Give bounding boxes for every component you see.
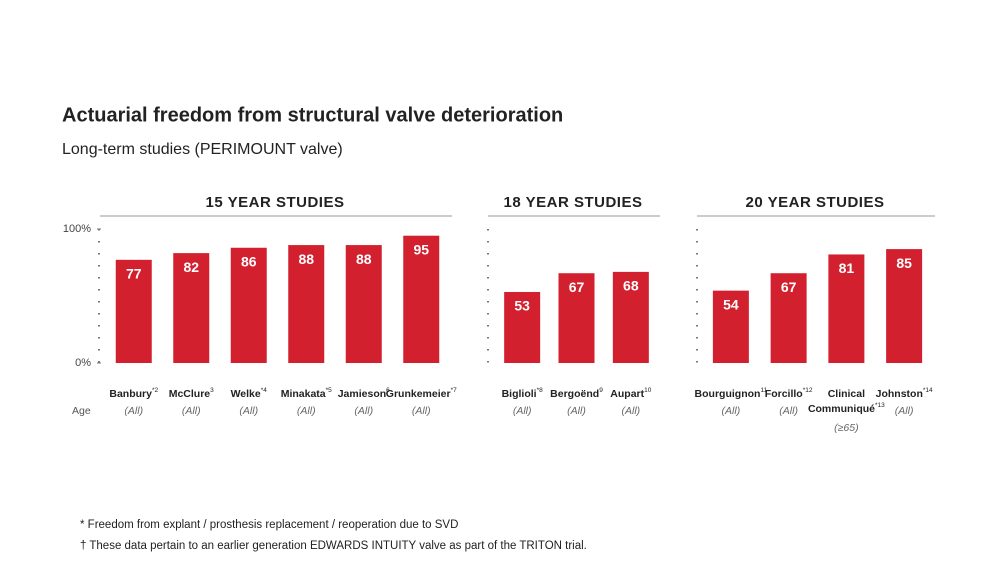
panel-title: 15 YEAR STUDIES xyxy=(206,194,345,211)
bar xyxy=(230,247,267,363)
x-tick-label: Bourguignon11 xyxy=(695,387,768,400)
category-name: Clinical xyxy=(828,388,865,400)
x-tick-label: Welke*4 xyxy=(231,387,268,400)
category-name: Minakata xyxy=(281,388,326,400)
category-note: *4 xyxy=(261,387,268,394)
age-label: (All) xyxy=(722,405,741,417)
panel-title: 20 YEAR STUDIES xyxy=(746,194,885,211)
bar xyxy=(558,273,595,363)
value-label: 85 xyxy=(896,255,912,271)
bar xyxy=(712,290,749,363)
value-label: 95 xyxy=(413,241,429,257)
age-label: (All) xyxy=(124,405,143,417)
category-name: Forcillo xyxy=(765,388,803,400)
category-note: 3 xyxy=(210,387,214,394)
x-tick-label: Jamieson6 xyxy=(338,387,390,400)
value-label: 68 xyxy=(623,278,639,294)
age-label: (All) xyxy=(239,405,258,417)
bar xyxy=(612,271,649,363)
category-name: Aupart xyxy=(610,388,644,400)
value-label: 54 xyxy=(723,296,739,312)
category-name: Bourguignon xyxy=(695,388,761,400)
footnote: * Freedom from explant / prosthesis repl… xyxy=(80,519,458,531)
age-label: (All) xyxy=(513,405,532,417)
category-name: Banbury xyxy=(109,388,152,400)
row-label: Age xyxy=(72,405,91,417)
footnote: † These data pertain to an earlier gener… xyxy=(80,540,587,552)
x-tick-label: Communiqué*13 xyxy=(808,402,885,415)
panel-title: 18 YEAR STUDIES xyxy=(504,194,643,211)
bar xyxy=(288,245,325,363)
y-tick-label: 100% xyxy=(63,223,91,235)
bar xyxy=(504,291,541,363)
bar xyxy=(173,253,210,363)
value-label: 67 xyxy=(781,279,797,295)
age-label: (All) xyxy=(182,405,201,417)
value-label: 82 xyxy=(183,259,199,275)
value-label: 67 xyxy=(569,279,585,295)
category-name: Grunkemeier xyxy=(386,388,451,400)
x-tick-label: Grunkemeier*7 xyxy=(386,387,457,400)
age-label: (All) xyxy=(412,405,431,417)
bar xyxy=(345,245,382,363)
x-tick-label: Forcillo*12 xyxy=(765,387,813,400)
category-note: *5 xyxy=(326,387,333,394)
category-note: *7 xyxy=(451,387,458,394)
category-name: Jamieson xyxy=(338,388,386,400)
bar xyxy=(403,235,440,363)
value-label: 81 xyxy=(839,260,855,276)
category-note: 11 xyxy=(760,387,767,394)
category-note: *13 xyxy=(875,402,885,409)
age-label: (All) xyxy=(895,405,914,417)
category-note: 6 xyxy=(386,387,390,394)
category-name: Biglioli xyxy=(502,388,537,400)
x-tick-label: Aupart10 xyxy=(610,387,651,400)
x-tick-label: Minakata*5 xyxy=(281,387,332,400)
category-name: McClure xyxy=(169,388,211,400)
category-name: Johnston xyxy=(876,388,923,400)
category-name: Communiqué xyxy=(808,403,875,415)
bar xyxy=(115,259,152,363)
age-label: (≥65) xyxy=(834,422,858,434)
x-tick-label: McClure3 xyxy=(169,387,214,400)
bar xyxy=(828,254,865,363)
age-label: (All) xyxy=(621,405,640,417)
age-label: (All) xyxy=(297,405,316,417)
value-label: 53 xyxy=(514,298,530,314)
x-tick-label: Bergoënd9 xyxy=(550,387,603,400)
age-label: (All) xyxy=(779,405,798,417)
value-label: 88 xyxy=(356,251,372,267)
age-label: (All) xyxy=(354,405,373,417)
category-name: Bergoënd xyxy=(550,388,599,400)
page-title: Actuarial freedom from structural valve … xyxy=(62,104,563,126)
x-tick-label: Clinical xyxy=(828,388,865,400)
category-note: *8 xyxy=(537,387,544,394)
bar xyxy=(886,249,923,363)
category-name: Welke xyxy=(231,388,261,400)
category-note: *12 xyxy=(803,387,813,394)
category-note: 10 xyxy=(644,387,652,394)
value-label: 86 xyxy=(241,253,257,269)
category-note: 9 xyxy=(599,387,603,394)
y-tick-label: 0% xyxy=(75,357,91,369)
age-label: (All) xyxy=(567,405,586,417)
value-label: 88 xyxy=(298,251,314,267)
bar xyxy=(770,273,807,363)
value-label: 77 xyxy=(126,266,142,282)
x-tick-label: Johnston*14 xyxy=(876,387,933,400)
x-tick-label: Banbury*2 xyxy=(109,387,158,400)
category-note: *14 xyxy=(923,387,933,394)
x-tick-label: Biglioli*8 xyxy=(502,387,544,400)
page-subtitle: Long-term studies (PERIMOUNT valve) xyxy=(62,141,343,158)
category-note: *2 xyxy=(152,387,159,394)
